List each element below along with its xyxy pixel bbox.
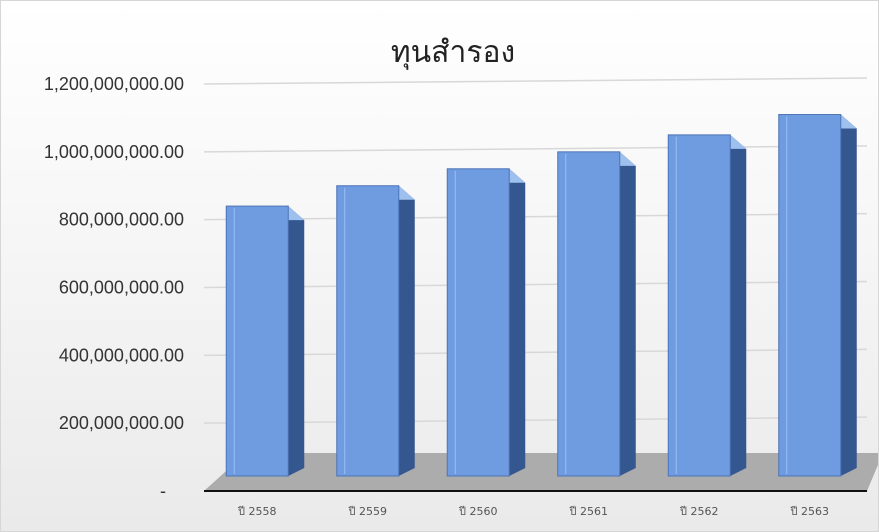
y-tick-label: 600,000,000.00 bbox=[59, 278, 184, 298]
gridline bbox=[203, 416, 868, 424]
gridline bbox=[203, 280, 868, 289]
x-tick-label: ปี 2563 bbox=[789, 505, 829, 518]
bar-side bbox=[509, 168, 526, 476]
bar-group bbox=[336, 185, 415, 477]
chart-floor bbox=[204, 453, 878, 491]
x-axis-labels: ปี 2558 ปี 2559 ปี 2560 ปี 2561 ปี 2562 ปี 25… bbox=[237, 505, 829, 518]
bar-group bbox=[557, 151, 636, 477]
bar-side bbox=[288, 206, 305, 476]
x-tick-label: ปี 2558 bbox=[237, 505, 277, 518]
bar-side bbox=[840, 114, 857, 477]
gridline bbox=[203, 348, 868, 357]
bars-layer bbox=[225, 114, 857, 477]
bar-group bbox=[225, 205, 305, 477]
bar bbox=[778, 114, 842, 477]
x-tick-label: ปี 2560 bbox=[458, 505, 498, 518]
gridline bbox=[203, 145, 868, 153]
floor-layer bbox=[204, 453, 878, 492]
bar bbox=[225, 205, 289, 477]
bar bbox=[336, 185, 400, 477]
y-tick-label: - bbox=[160, 481, 166, 501]
y-tick-label: 800,000,000.00 bbox=[59, 210, 184, 230]
y-tick-label: 1,000,000,000.00 bbox=[44, 142, 184, 162]
bar-group bbox=[446, 168, 526, 477]
y-tick-label: 1,200,000,000.00 bbox=[44, 74, 184, 94]
y-axis-labels: - 200,000,000.00 400,000,000.00 600,000,000… bbox=[44, 74, 184, 501]
x-tick-label: ปี 2561 bbox=[568, 505, 608, 518]
bar bbox=[667, 134, 731, 477]
x-tick-label: ปี 2562 bbox=[679, 505, 719, 518]
bar-group bbox=[667, 134, 747, 477]
bar bbox=[446, 168, 510, 477]
bar-side bbox=[619, 151, 636, 477]
gridline bbox=[203, 212, 868, 221]
bar-side bbox=[398, 185, 415, 476]
bar bbox=[557, 151, 621, 477]
x-tick-label: ปี 2559 bbox=[347, 505, 387, 518]
gridline bbox=[203, 77, 868, 85]
y-tick-label: 400,000,000.00 bbox=[59, 345, 184, 365]
y-tick-label: 200,000,000.00 bbox=[59, 413, 184, 433]
chart-title: ทุนสำรอง bbox=[391, 35, 515, 71]
bar-side bbox=[730, 134, 747, 476]
grid-layer bbox=[203, 77, 868, 424]
bar-group bbox=[778, 114, 857, 477]
